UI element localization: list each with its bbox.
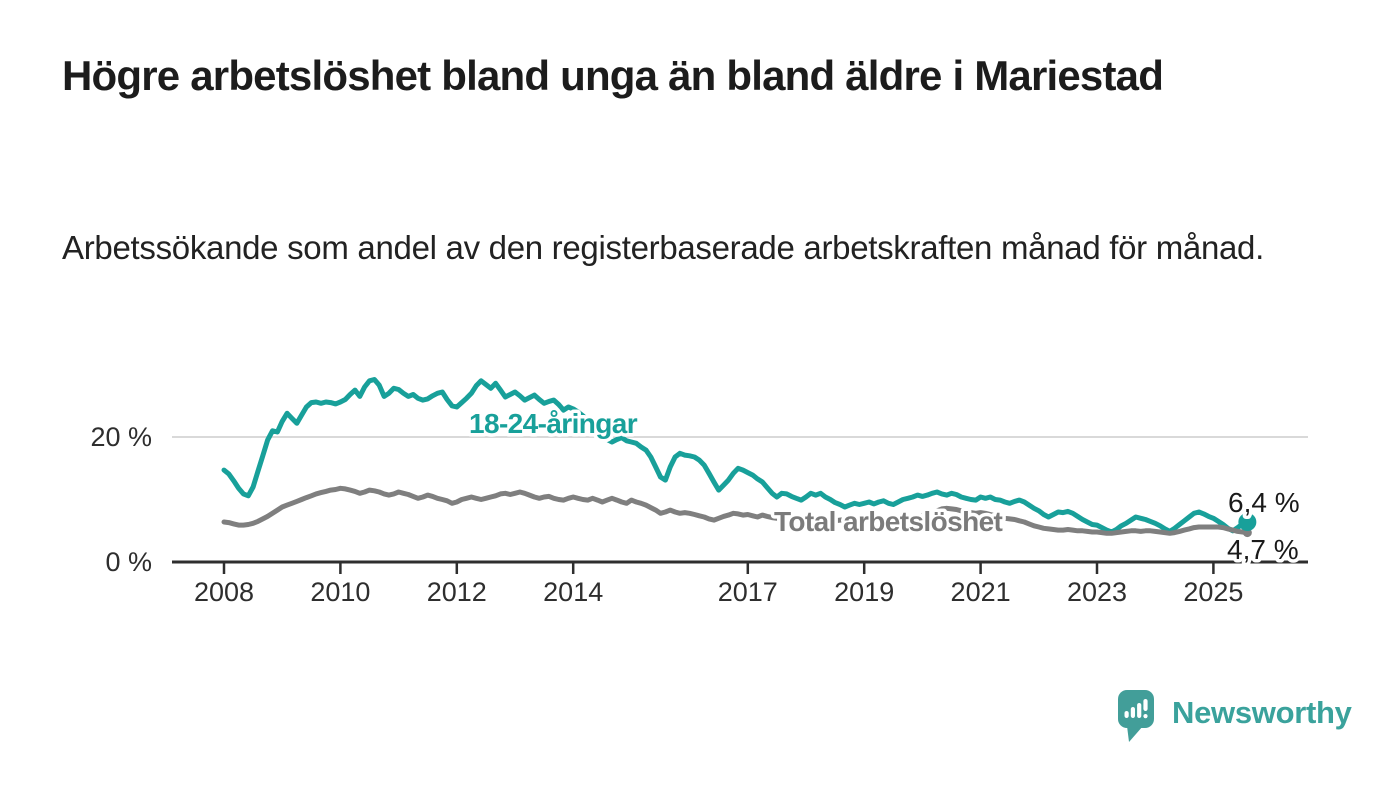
x-tick-label: 2019: [834, 577, 894, 607]
newsworthy-logo: Newsworthy: [1118, 688, 1358, 748]
x-tick-label: 2017: [718, 577, 778, 607]
y-tick-label: 0 %: [105, 547, 152, 577]
exclamation-bar-icon: [1143, 699, 1148, 711]
bubble-shape: [1118, 690, 1154, 728]
page-title: Högre arbetslöshet bland unga än bland ä…: [62, 52, 1164, 99]
chart-bubble-icon: [1118, 690, 1154, 742]
end-label-youth: 6,4 %: [1228, 487, 1300, 518]
x-tick-label: 2021: [951, 577, 1011, 607]
series-line-youth: [221, 377, 1250, 535]
x-tick-label: 2014: [543, 577, 603, 607]
page-subtitle: Arbetssökande som andel av den registerb…: [62, 229, 1264, 266]
bubble-tail: [1127, 726, 1143, 742]
end-label-total: 4,7 %: [1227, 534, 1299, 565]
bar-icon-large: [1137, 703, 1142, 718]
x-tick-label: 2012: [427, 577, 487, 607]
series-label-total: Total arbetslöshet: [774, 506, 1003, 537]
x-tick-label: 2025: [1183, 577, 1243, 607]
y-tick-label: 20 %: [90, 422, 152, 452]
x-tick-label: 2023: [1067, 577, 1127, 607]
exclamation-dot-icon: [1143, 714, 1148, 719]
series-line-total: [221, 485, 1250, 536]
brand-name: Newsworthy: [1172, 694, 1352, 730]
x-tick-label: 2010: [310, 577, 370, 607]
x-tick-label: 2008: [194, 577, 254, 607]
bar-icon-medium: [1130, 707, 1135, 718]
bar-icon-small: [1124, 711, 1129, 718]
end-dot-youth: [1238, 513, 1257, 531]
series-label-youth: 18-24-åringar: [469, 408, 638, 439]
